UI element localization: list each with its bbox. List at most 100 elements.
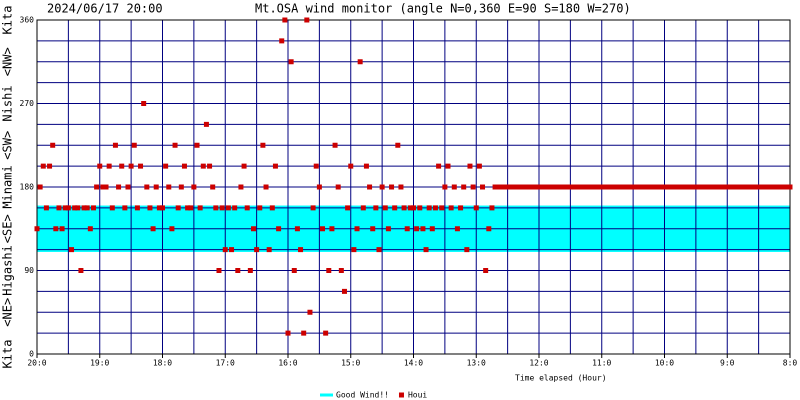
wind-point xyxy=(476,163,482,169)
x-tick-label: 10:0 xyxy=(655,359,674,368)
wind-point xyxy=(417,205,423,211)
y-tick-label: 0 xyxy=(29,350,34,359)
wind-point xyxy=(194,142,200,148)
wind-point xyxy=(442,184,448,190)
wind-point xyxy=(313,163,319,169)
wind-point xyxy=(602,184,608,190)
wind-point xyxy=(191,184,197,190)
wind-point xyxy=(564,184,570,190)
wind-point xyxy=(247,268,253,273)
wind-point xyxy=(771,184,777,190)
wind-point xyxy=(72,205,78,211)
wind-point xyxy=(627,184,633,190)
wind-point xyxy=(589,184,595,190)
wind-point xyxy=(467,163,473,169)
wind-point xyxy=(310,205,316,211)
wind-point xyxy=(376,247,382,253)
wind-point xyxy=(203,121,209,127)
wind-point xyxy=(285,330,291,336)
wind-point xyxy=(549,184,555,190)
wind-point xyxy=(97,163,103,169)
wind-point xyxy=(724,184,730,190)
wind-point xyxy=(727,184,733,190)
x-tick-label: 8:0 xyxy=(783,359,798,368)
wind-point xyxy=(655,184,661,190)
x-tick-label: 14:0 xyxy=(404,359,423,368)
wind-point xyxy=(398,184,404,190)
wind-point xyxy=(116,184,122,190)
wind-point xyxy=(646,184,652,190)
wind-point xyxy=(552,184,558,190)
wind-point xyxy=(768,184,774,190)
wind-point xyxy=(150,226,156,232)
wind-point xyxy=(523,184,529,190)
wind-point xyxy=(683,184,689,190)
wind-point xyxy=(385,226,391,232)
wind-point xyxy=(341,288,347,294)
wind-point xyxy=(307,309,313,315)
wind-point xyxy=(320,226,326,232)
wind-point xyxy=(464,247,470,253)
wind-point xyxy=(122,205,128,211)
direction-label: <NW> xyxy=(1,47,15,76)
wind-point xyxy=(316,184,322,190)
x-tick-label: 17:0 xyxy=(216,359,235,368)
wind-point xyxy=(404,226,410,232)
wind-point xyxy=(501,184,507,190)
wind-point xyxy=(718,184,724,190)
wind-point xyxy=(492,184,498,190)
wind-point xyxy=(257,205,263,211)
y-tick-label: 90 xyxy=(24,266,34,275)
wind-point xyxy=(56,205,62,211)
wind-point xyxy=(633,184,639,190)
y-tick-label: 180 xyxy=(20,183,35,192)
wind-point xyxy=(715,184,721,190)
wind-point xyxy=(712,184,718,190)
wind-point xyxy=(411,205,416,211)
wind-point xyxy=(147,205,153,211)
wind-point xyxy=(348,163,354,169)
wind-point xyxy=(112,142,118,148)
wind-point xyxy=(765,184,771,190)
wind-point xyxy=(263,184,269,190)
wind-point xyxy=(743,184,749,190)
y-tick-label: 360 xyxy=(20,16,35,25)
x-tick-label: 20:0 xyxy=(27,359,46,368)
wind-point xyxy=(429,226,435,232)
wind-point xyxy=(630,184,636,190)
timestamp: 2024/06/17 20:00 xyxy=(47,2,163,16)
wind-point xyxy=(357,59,363,65)
wind-point xyxy=(210,184,216,190)
wind-point xyxy=(470,184,476,190)
wind-point xyxy=(436,163,442,169)
wind-point xyxy=(445,163,451,169)
wind-point xyxy=(188,205,194,211)
wind-point xyxy=(345,205,351,211)
wind-point xyxy=(536,184,542,190)
wind-point xyxy=(379,184,385,190)
wind-point xyxy=(668,184,674,190)
wind-point xyxy=(746,184,752,190)
wind-point xyxy=(219,205,225,211)
wind-point xyxy=(533,184,539,190)
wind-point xyxy=(235,268,241,273)
wind-point xyxy=(90,205,96,211)
wind-point xyxy=(94,184,100,190)
x-tick-label: 16:0 xyxy=(278,359,297,368)
wind-point xyxy=(583,184,589,190)
wind-point xyxy=(458,205,464,211)
wind-point xyxy=(37,184,43,190)
wind-point xyxy=(705,184,711,190)
wind-point xyxy=(166,184,172,190)
legend-swatch xyxy=(398,392,404,398)
wind-point xyxy=(401,205,407,211)
wind-point xyxy=(128,163,134,169)
wind-point xyxy=(178,184,184,190)
wind-point xyxy=(649,184,655,190)
wind-point xyxy=(498,184,504,190)
wind-point xyxy=(539,184,545,190)
wind-point xyxy=(229,247,235,253)
wind-point xyxy=(282,17,288,23)
